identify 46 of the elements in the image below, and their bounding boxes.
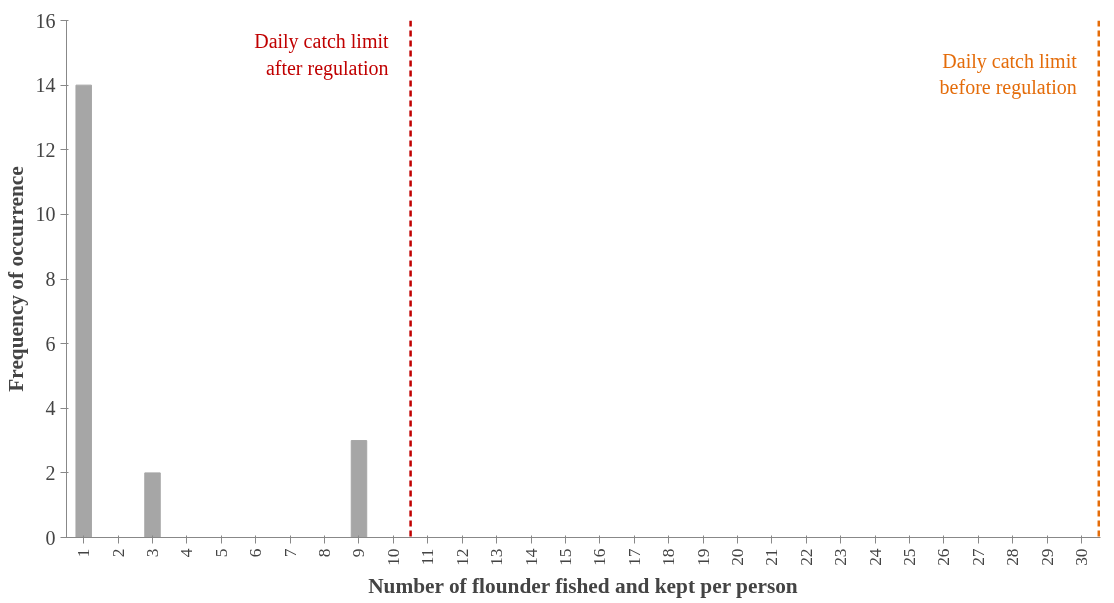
x-tick-label: 10 bbox=[383, 548, 403, 566]
x-tick-label: 11 bbox=[418, 548, 438, 566]
x-tick-label: 21 bbox=[762, 548, 782, 566]
ref-line-label: Daily catch limit before regulation bbox=[939, 49, 1078, 99]
x-tick-label: 16 bbox=[590, 548, 610, 566]
x-tick-label: 26 bbox=[934, 548, 954, 566]
bar bbox=[144, 472, 161, 538]
ref-line-label: Daily catch limit after regulation bbox=[254, 30, 390, 80]
x-tick-label: 28 bbox=[1003, 548, 1023, 566]
y-tick-label: 6 bbox=[45, 332, 56, 355]
y-tick-label: 14 bbox=[35, 74, 56, 97]
x-tick-label: 2 bbox=[108, 548, 128, 558]
x-tick-label: 8 bbox=[315, 548, 335, 558]
bar bbox=[350, 440, 368, 538]
y-tick-label: 4 bbox=[45, 397, 56, 420]
x-tick-label: 1 bbox=[74, 548, 94, 558]
x-tick-label: 17 bbox=[624, 548, 644, 566]
x-tick-label: 9 bbox=[349, 548, 369, 558]
x-tick-label: 14 bbox=[521, 548, 541, 566]
x-tick-label: 18 bbox=[659, 548, 679, 566]
x-tick-label: 5 bbox=[211, 548, 231, 558]
y-tick-label: 12 bbox=[35, 138, 56, 161]
y-tick-label: 2 bbox=[45, 461, 56, 484]
y-tick-label: 10 bbox=[35, 203, 56, 226]
x-axis-title: Number of flounder fished and kept per person bbox=[368, 573, 798, 598]
y-tick-label: 8 bbox=[45, 268, 56, 290]
x-tick-label: 6 bbox=[246, 548, 266, 558]
x-tick-label: 3 bbox=[143, 548, 163, 558]
x-tick-label: 7 bbox=[280, 548, 300, 558]
y-axis-title: Frequency of occurrence bbox=[3, 166, 28, 392]
x-tick-label: 15 bbox=[555, 548, 575, 566]
x-tick-label: 19 bbox=[693, 548, 713, 566]
x-tick-label: 13 bbox=[487, 548, 507, 566]
y-tick-label: 16 bbox=[35, 9, 56, 32]
x-tick-label: 22 bbox=[796, 548, 816, 566]
x-tick-label: 29 bbox=[1037, 548, 1057, 566]
x-tick-label: 20 bbox=[727, 548, 747, 566]
x-tick-label: 30 bbox=[1072, 548, 1092, 566]
x-tick-label: 23 bbox=[831, 548, 851, 566]
x-tick-label: 24 bbox=[865, 548, 885, 566]
x-tick-label: 4 bbox=[177, 548, 197, 558]
x-tick-label: 27 bbox=[968, 548, 988, 566]
bar bbox=[75, 84, 92, 538]
y-tick-label: 0 bbox=[45, 526, 56, 549]
x-tick-label: 25 bbox=[900, 548, 920, 566]
x-tick-label: 12 bbox=[452, 548, 472, 566]
